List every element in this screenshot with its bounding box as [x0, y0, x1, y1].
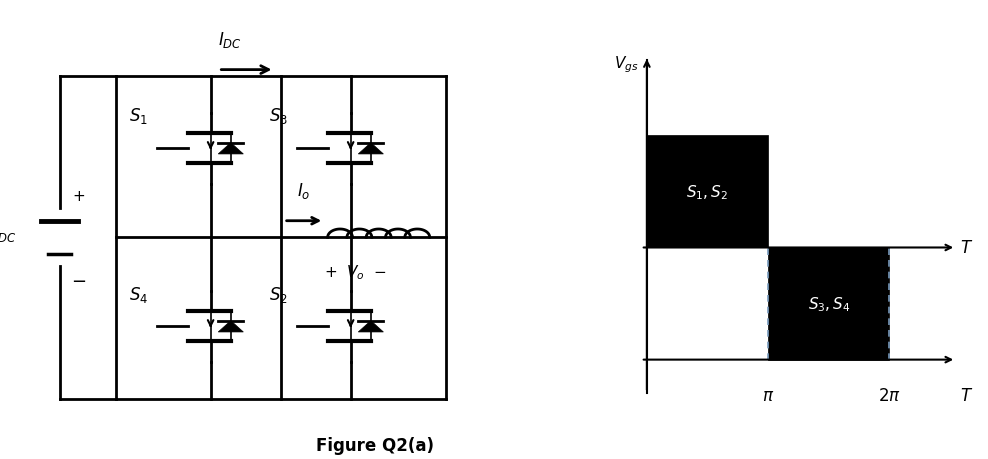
Text: $V_{gs}$: $V_{gs}$: [614, 55, 638, 75]
Polygon shape: [359, 321, 383, 332]
Text: $S_1$: $S_1$: [129, 106, 148, 126]
Text: $S_2$: $S_2$: [269, 284, 288, 304]
Text: $T$: $T$: [959, 386, 973, 404]
Text: Figure Q2(a): Figure Q2(a): [316, 437, 435, 454]
Bar: [768, 248, 889, 360]
Polygon shape: [218, 321, 243, 332]
Text: $T$: $T$: [959, 239, 973, 257]
Text: $I_{DC}$: $I_{DC}$: [218, 30, 242, 50]
Text: $2\pi$: $2\pi$: [878, 386, 901, 404]
Text: $-$: $-$: [71, 270, 86, 288]
Polygon shape: [218, 143, 243, 155]
Text: $I_o$: $I_o$: [297, 181, 310, 201]
Text: $S_1,S_2$: $S_1,S_2$: [687, 183, 728, 202]
Text: $\pi$: $\pi$: [762, 386, 775, 404]
Text: $+$: $+$: [72, 189, 85, 204]
Text: $S_4$: $S_4$: [128, 284, 148, 304]
Bar: [647, 136, 768, 248]
Text: $S_3,S_4$: $S_3,S_4$: [807, 295, 850, 313]
Text: $+$  $V_o$  $-$: $+$ $V_o$ $-$: [324, 263, 387, 281]
Polygon shape: [359, 143, 383, 155]
Text: $S_3$: $S_3$: [269, 106, 288, 126]
Text: $V_{DC}$: $V_{DC}$: [0, 224, 16, 244]
